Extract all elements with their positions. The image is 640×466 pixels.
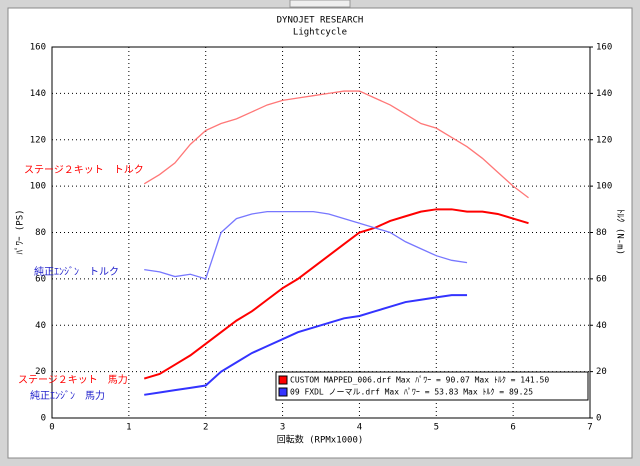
y-tick-label: 20 [35,367,46,377]
annotation: ステージ２キット トルク [24,164,144,176]
y-tick-label: 100 [30,182,46,192]
x-tick-label: 6 [510,423,515,433]
y2-tick-label: 160 [596,43,612,53]
y2-tick-label: 80 [596,228,607,238]
y2-tick-label: 60 [596,274,607,284]
annotation: 純正ｴﾝｼﾞﾝ 馬力 [30,389,105,402]
y2-axis-label: ﾄﾙｸ (N-m) [615,209,626,255]
x-tick-label: 2 [203,423,208,433]
y-tick-label: 140 [30,89,46,99]
y-tick-label: 120 [30,135,46,145]
y2-tick-label: 100 [596,182,612,192]
handle [289,0,351,8]
y-tick-label: 60 [35,274,46,284]
y-axis-label: ﾊﾟﾜｰ (PS) [15,209,26,254]
x-tick-label: 0 [49,423,54,433]
y-tick-label: 40 [35,321,46,331]
series-line [144,294,468,396]
series-line [144,210,468,280]
x-tick-label: 1 [126,423,131,433]
y2-tick-label: 20 [596,367,607,377]
series-line [143,208,529,380]
x-tick-label: 5 [434,423,439,433]
annotation: ステージ２キット 馬力 [18,373,128,386]
y2-tick-label: 40 [596,321,607,331]
y-tick-label: 160 [30,43,46,53]
legend-swatch [278,375,288,385]
y-tick-label: 80 [35,228,46,238]
y2-tick-label: 0 [596,414,601,424]
legend-label: CUSTOM MAPPED_006.drf Max ﾊﾟﾜｰ = 90.07 M… [290,376,549,385]
y2-tick-label: 120 [596,135,612,145]
x-tick-label: 3 [280,423,285,433]
x-tick-label: 7 [587,423,592,433]
legend-swatch [278,387,288,397]
x-axis-label: 回転数 (RPMx1000) [277,434,364,446]
series-line [143,90,529,199]
chart-title: DYNOJET RESEARCH [277,16,364,26]
annotation: 純正ｴﾝｼﾞﾝ トルク [34,265,119,278]
legend-box [275,371,589,401]
legend-label: 09 FXDL ノーマル.drf Max ﾊﾟﾜｰ = 53.83 Max ﾄﾙ… [290,388,533,397]
y-tick-label: 0 [41,414,46,424]
chart-subtitle: Lightcycle [293,28,347,38]
y2-tick-label: 140 [596,89,612,99]
x-tick-label: 4 [357,423,362,433]
